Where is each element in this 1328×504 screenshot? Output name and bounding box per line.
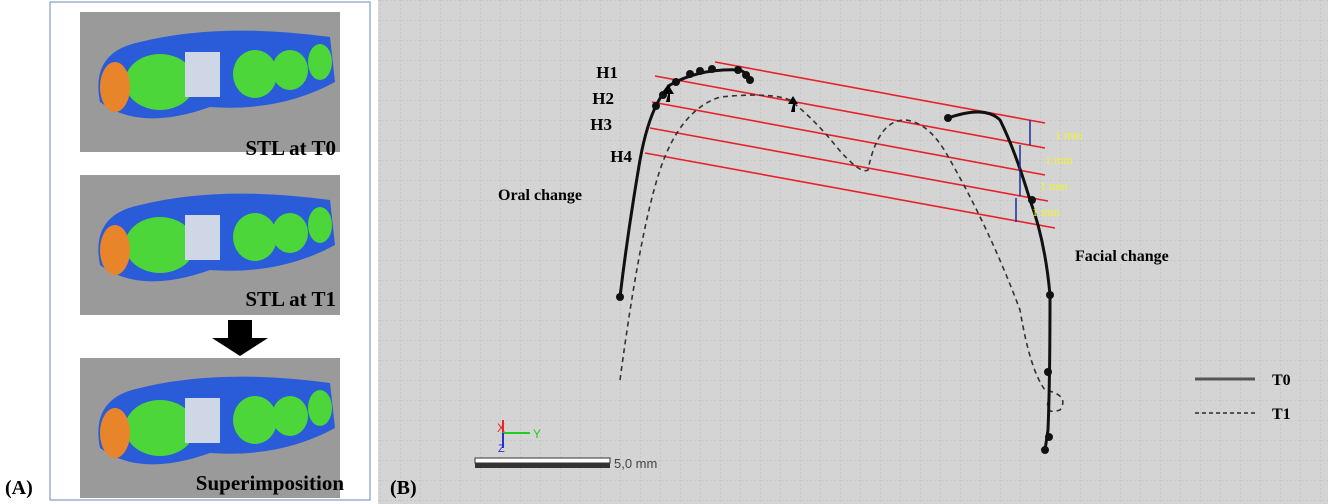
scale-bar-label: 5,0 mm [614, 456, 657, 471]
section-label: H3 [590, 115, 612, 134]
caption: Superimposition [196, 471, 345, 495]
annotation: Facial change [1075, 248, 1169, 265]
axis-label: X [497, 421, 505, 435]
panel-label: (B) [390, 477, 417, 499]
axis-label: Z [498, 443, 505, 455]
scan-t0 [80, 12, 340, 152]
section-label: H4 [610, 147, 632, 166]
section-label: H2 [592, 89, 614, 108]
caption: STL at T1 [245, 287, 336, 311]
axis-label: Y [533, 427, 541, 441]
legend-label: T1 [1272, 406, 1291, 423]
distance-label: 1 mm [1055, 128, 1083, 142]
panel-label: (A) [5, 477, 33, 499]
legend-label: T0 [1272, 372, 1291, 389]
section-label: H1 [596, 63, 618, 82]
caption: STL at T0 [245, 136, 336, 160]
distance-label: 1 mm [1040, 179, 1068, 193]
annotation: Oral change [498, 187, 582, 204]
distance-label: 1 mm [1032, 205, 1060, 219]
figure: STL at T0 STL at T1 Superimposition (A) … [0, 0, 1328, 504]
distance-label: 1 mm [1045, 153, 1073, 167]
